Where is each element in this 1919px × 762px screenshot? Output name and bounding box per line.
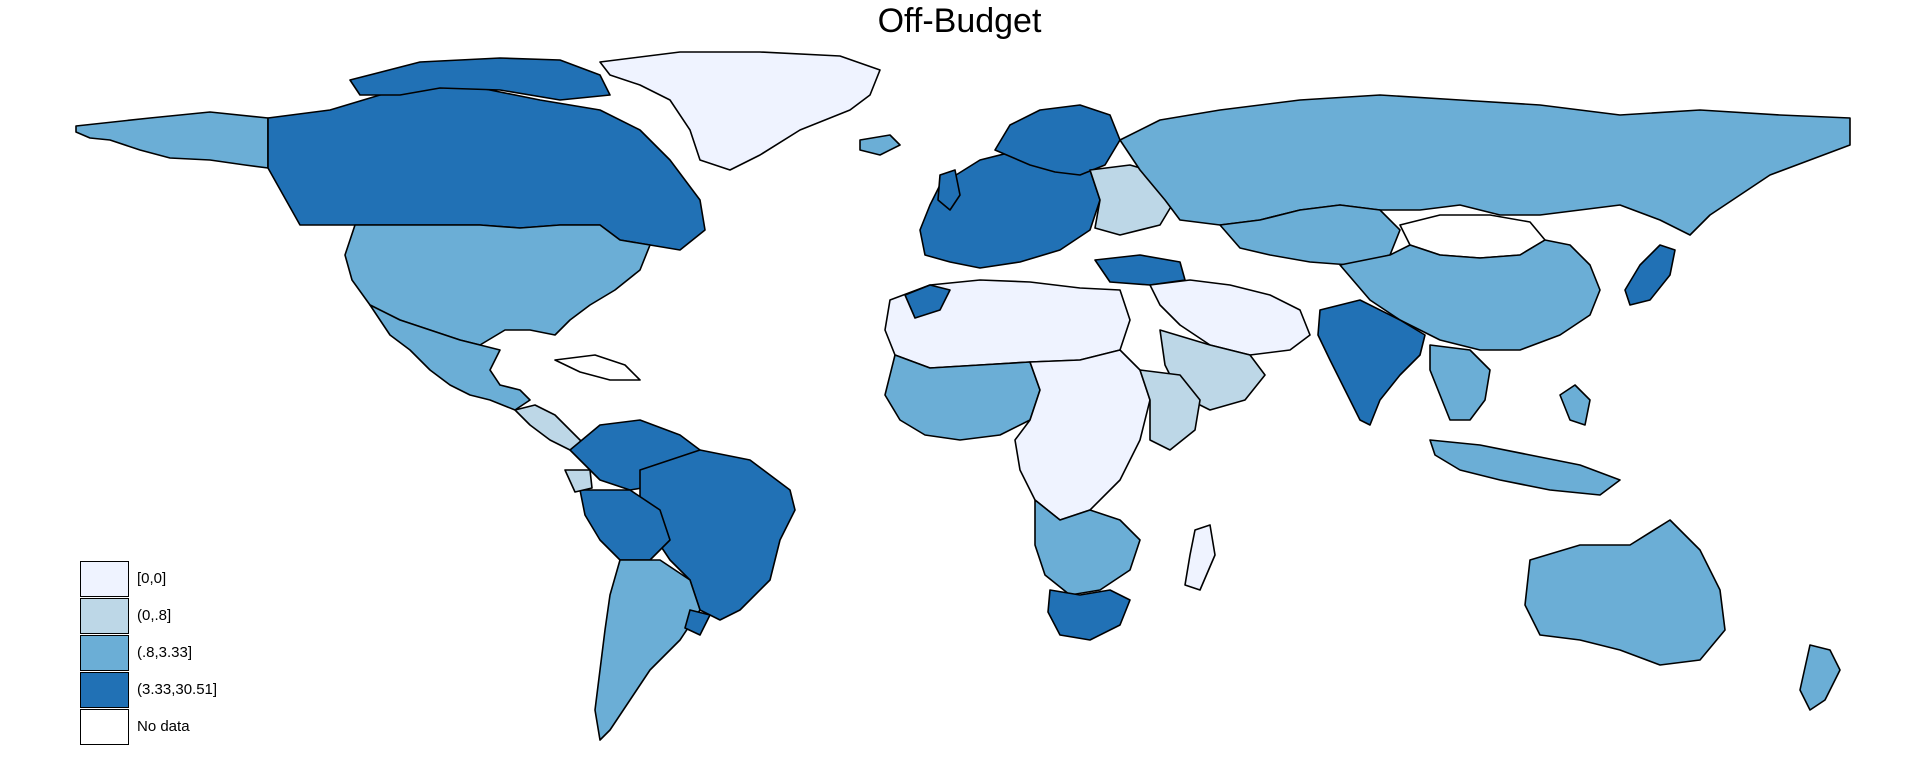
- region-middle-east: [1149, 279, 1311, 356]
- region-japan: [1624, 244, 1676, 306]
- legend-item: (0,.8]: [80, 597, 320, 634]
- region-turkey: [1094, 254, 1186, 286]
- region-india: [1317, 299, 1426, 426]
- legend-item: (.8,3.33]: [80, 634, 320, 671]
- legend-swatch: [80, 561, 129, 597]
- region-mexico: [369, 304, 531, 411]
- region-west-africa: [884, 354, 1041, 441]
- region-canada-islands: [349, 57, 611, 101]
- legend-label: No data: [137, 718, 190, 735]
- legend-item: [0,0]: [80, 560, 320, 597]
- region-morocco: [904, 284, 951, 319]
- region-australia: [1524, 519, 1726, 666]
- region-alaska: [75, 111, 269, 169]
- legend-swatch: [80, 598, 129, 634]
- region-central-africa: [1014, 349, 1151, 521]
- legend-swatch: [80, 709, 129, 745]
- region-caribbean: [554, 354, 641, 381]
- region-central-america: [514, 404, 586, 451]
- region-southern-cone: [594, 559, 701, 741]
- region-kazakhstan: [1219, 204, 1401, 266]
- region-ecuador: [564, 469, 593, 493]
- region-madagascar: [1184, 524, 1216, 591]
- region-southern-africa: [1034, 499, 1141, 596]
- legend: [0,0] (0,.8] (.8,3.33] (3.33,30.51] No d…: [80, 560, 320, 745]
- legend-item: No data: [80, 708, 320, 745]
- region-iceland: [859, 134, 901, 156]
- region-east-africa: [1139, 369, 1201, 451]
- legend-label: [0,0]: [137, 570, 167, 587]
- legend-swatch: [80, 635, 129, 671]
- region-philippines: [1559, 384, 1591, 426]
- map-title: Off-Budget: [877, 2, 1042, 40]
- legend-label: (0,.8]: [137, 607, 172, 624]
- region-russia: [1119, 94, 1851, 236]
- legend-label: (.8,3.33]: [137, 644, 193, 661]
- legend-swatch: [80, 672, 129, 708]
- region-new-zealand: [1799, 644, 1841, 711]
- region-indonesia: [1429, 439, 1621, 496]
- region-south-africa: [1047, 589, 1131, 641]
- legend-label: (3.33,30.51]: [137, 681, 218, 698]
- legend-item: (3.33,30.51]: [80, 671, 320, 708]
- region-greenland: [599, 51, 881, 171]
- region-uruguay: [684, 609, 711, 636]
- region-uk: [937, 169, 961, 211]
- region-southeast-asia: [1429, 344, 1491, 421]
